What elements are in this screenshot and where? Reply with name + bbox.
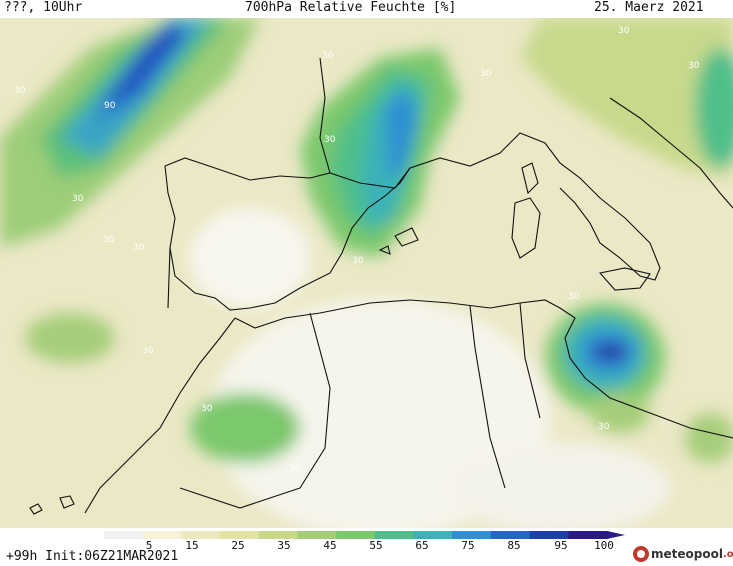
colorbar-tick: 45 <box>323 539 337 552</box>
contour-label-30: 30 <box>352 256 364 266</box>
colorbar-tick: 85 <box>507 539 521 552</box>
contour-label-30: 30 <box>480 69 492 79</box>
colorbar-tick: 95 <box>554 539 568 552</box>
colorbar-segment <box>336 531 376 539</box>
colorbar-arrow <box>607 531 625 539</box>
contour-label-90: 90 <box>104 101 116 111</box>
contour-label-30: 30 <box>103 235 115 245</box>
colorbar-segment <box>258 531 298 539</box>
colorbar-segment <box>413 531 453 539</box>
logo-text: meteopool <box>651 547 723 561</box>
colorbar-segment <box>297 531 337 539</box>
init-time: Init:06Z21MAR2021 <box>45 549 179 564</box>
contour-label-30: 30 <box>201 404 213 414</box>
colorbar-segment <box>490 531 531 539</box>
contour-label-30: 30 <box>688 61 700 71</box>
header: ???, 10Uhr 700hPa Relative Feuchte [%] 2… <box>0 0 733 18</box>
colorbar-segment <box>529 531 569 539</box>
colorbar-tick: 65 <box>415 539 429 552</box>
colorbar-segment <box>181 531 221 539</box>
humidity-field <box>0 18 733 528</box>
contour-label-30: 30 <box>72 194 84 204</box>
colorbar-segment <box>104 531 144 539</box>
contour-label-30: 30 <box>289 464 301 474</box>
contour-labels: 30 90 30 30 30 30 30 30 30 30 30 30 30 3… <box>14 26 700 474</box>
init-info: +99h Init:06Z21MAR2021 <box>6 549 178 564</box>
colorbar-tick: 35 <box>277 539 291 552</box>
colorbar-segment <box>568 531 608 539</box>
contour-label-30: 30 <box>133 243 145 253</box>
colorbar-segment <box>374 531 415 539</box>
humidity-map: 30 90 30 30 30 30 30 30 30 30 30 30 30 3… <box>0 18 733 528</box>
footer <box>0 528 733 566</box>
colorbar-segment <box>142 531 182 539</box>
colorbar-tick: 5 <box>145 539 153 552</box>
contour-label-30: 30 <box>598 422 610 432</box>
contour-label-30: 30 <box>568 292 580 302</box>
contour-label-30: 30 <box>14 86 26 96</box>
logo-icon <box>633 546 649 562</box>
colorbar-tick: 55 <box>369 539 383 552</box>
valid-date: 25. Maerz 2021 <box>594 0 704 15</box>
colorbar-ticks: 5 15 25 35 45 55 65 75 85 95 100 <box>118 539 618 553</box>
logo-suffix: .org <box>722 548 733 560</box>
coastlines <box>29 57 733 515</box>
colorbar-tick: 25 <box>231 539 245 552</box>
contour-label-30: 30 <box>322 51 334 61</box>
colorbar <box>104 531 625 539</box>
forecast-hour: +99h <box>6 549 38 564</box>
meteopool-logo[interactable]: meteopool.org <box>633 546 733 562</box>
colorbar-tick: 100 <box>594 539 614 552</box>
colorbar-tick: 75 <box>461 539 475 552</box>
contour-label-30: 30 <box>324 135 336 145</box>
contour-label-30: 30 <box>618 26 630 36</box>
colorbar-segment <box>220 531 260 539</box>
colorbar-segment <box>452 531 492 539</box>
contour-label-30: 30 <box>142 346 154 356</box>
colorbar-tick: 15 <box>185 539 199 552</box>
map-title: 700hPa Relative Feuchte [%] <box>245 0 457 15</box>
run-time-label: ???, 10Uhr <box>4 0 83 15</box>
